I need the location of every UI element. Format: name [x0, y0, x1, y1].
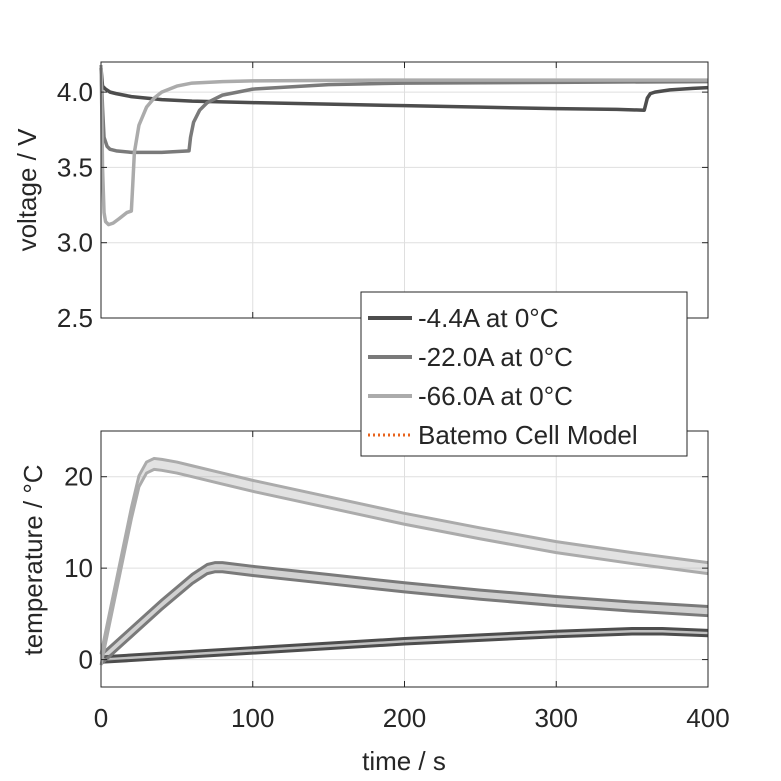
temperature-xtick-label: 200 [383, 703, 426, 733]
temperature-series-band-1 [101, 628, 708, 663]
temperature-series [99, 456, 709, 666]
temperature-xtick-label: 400 [686, 703, 729, 733]
temperature-xtick-label: 300 [535, 703, 578, 733]
voltage-grid [101, 62, 708, 318]
temperature-ytick-label: 0 [79, 645, 93, 675]
legend-label-3: -66.0A at 0°C [418, 381, 573, 411]
voltage-axes: 2.5 3.0 3.5 4.0 voltage / V [12, 61, 709, 333]
legend-label-2: -22.0A at 0°C [418, 342, 573, 372]
temperature-series-upper-3 [99, 456, 709, 655]
legend-box [360, 291, 688, 457]
temperature-xlabel: time / s [362, 746, 446, 776]
temperature-ticks: 0 100 200 300 400 0 10 20 [64, 431, 730, 733]
legend: -4.4A at 0°C -22.0A at 0°C -66.0A at 0°C… [360, 291, 688, 457]
temperature-series-upper-2 [99, 561, 709, 657]
temperature-xtick-label: 0 [94, 703, 108, 733]
temperature-xtick-label: 100 [231, 703, 274, 733]
temperature-series-upper-1 [100, 626, 709, 659]
legend-label-4: Batemo Cell Model [418, 420, 638, 450]
temperature-axes: 0 100 200 300 400 0 10 20 temperature / °C time… [18, 430, 730, 776]
temperature-series-lower-1 [100, 632, 709, 664]
voltage-ytick-label: 3.5 [57, 152, 93, 182]
temperature-ytick-label: 20 [64, 462, 93, 492]
voltage-ytick-label: 4.0 [57, 77, 93, 107]
temperature-series-lower-2 [99, 570, 709, 666]
voltage-series-line-1 [99, 67, 709, 112]
voltage-ytick-label: 2.5 [57, 303, 93, 333]
temperature-series-lower-3 [99, 467, 709, 666]
voltage-ytick-label: 3.0 [57, 228, 93, 258]
voltage-ylabel: voltage / V [12, 128, 42, 252]
voltage-series [99, 64, 709, 227]
voltage-series-line-2 [99, 67, 709, 155]
temperature-ylabel: temperature / °C [18, 464, 48, 655]
voltage-series-line-3 [99, 64, 708, 227]
temperature-ytick-label: 10 [64, 553, 93, 583]
voltage-ticks: 2.5 3.0 3.5 4.0 [57, 62, 709, 333]
legend-label-1: -4.4A at 0°C [418, 303, 558, 333]
